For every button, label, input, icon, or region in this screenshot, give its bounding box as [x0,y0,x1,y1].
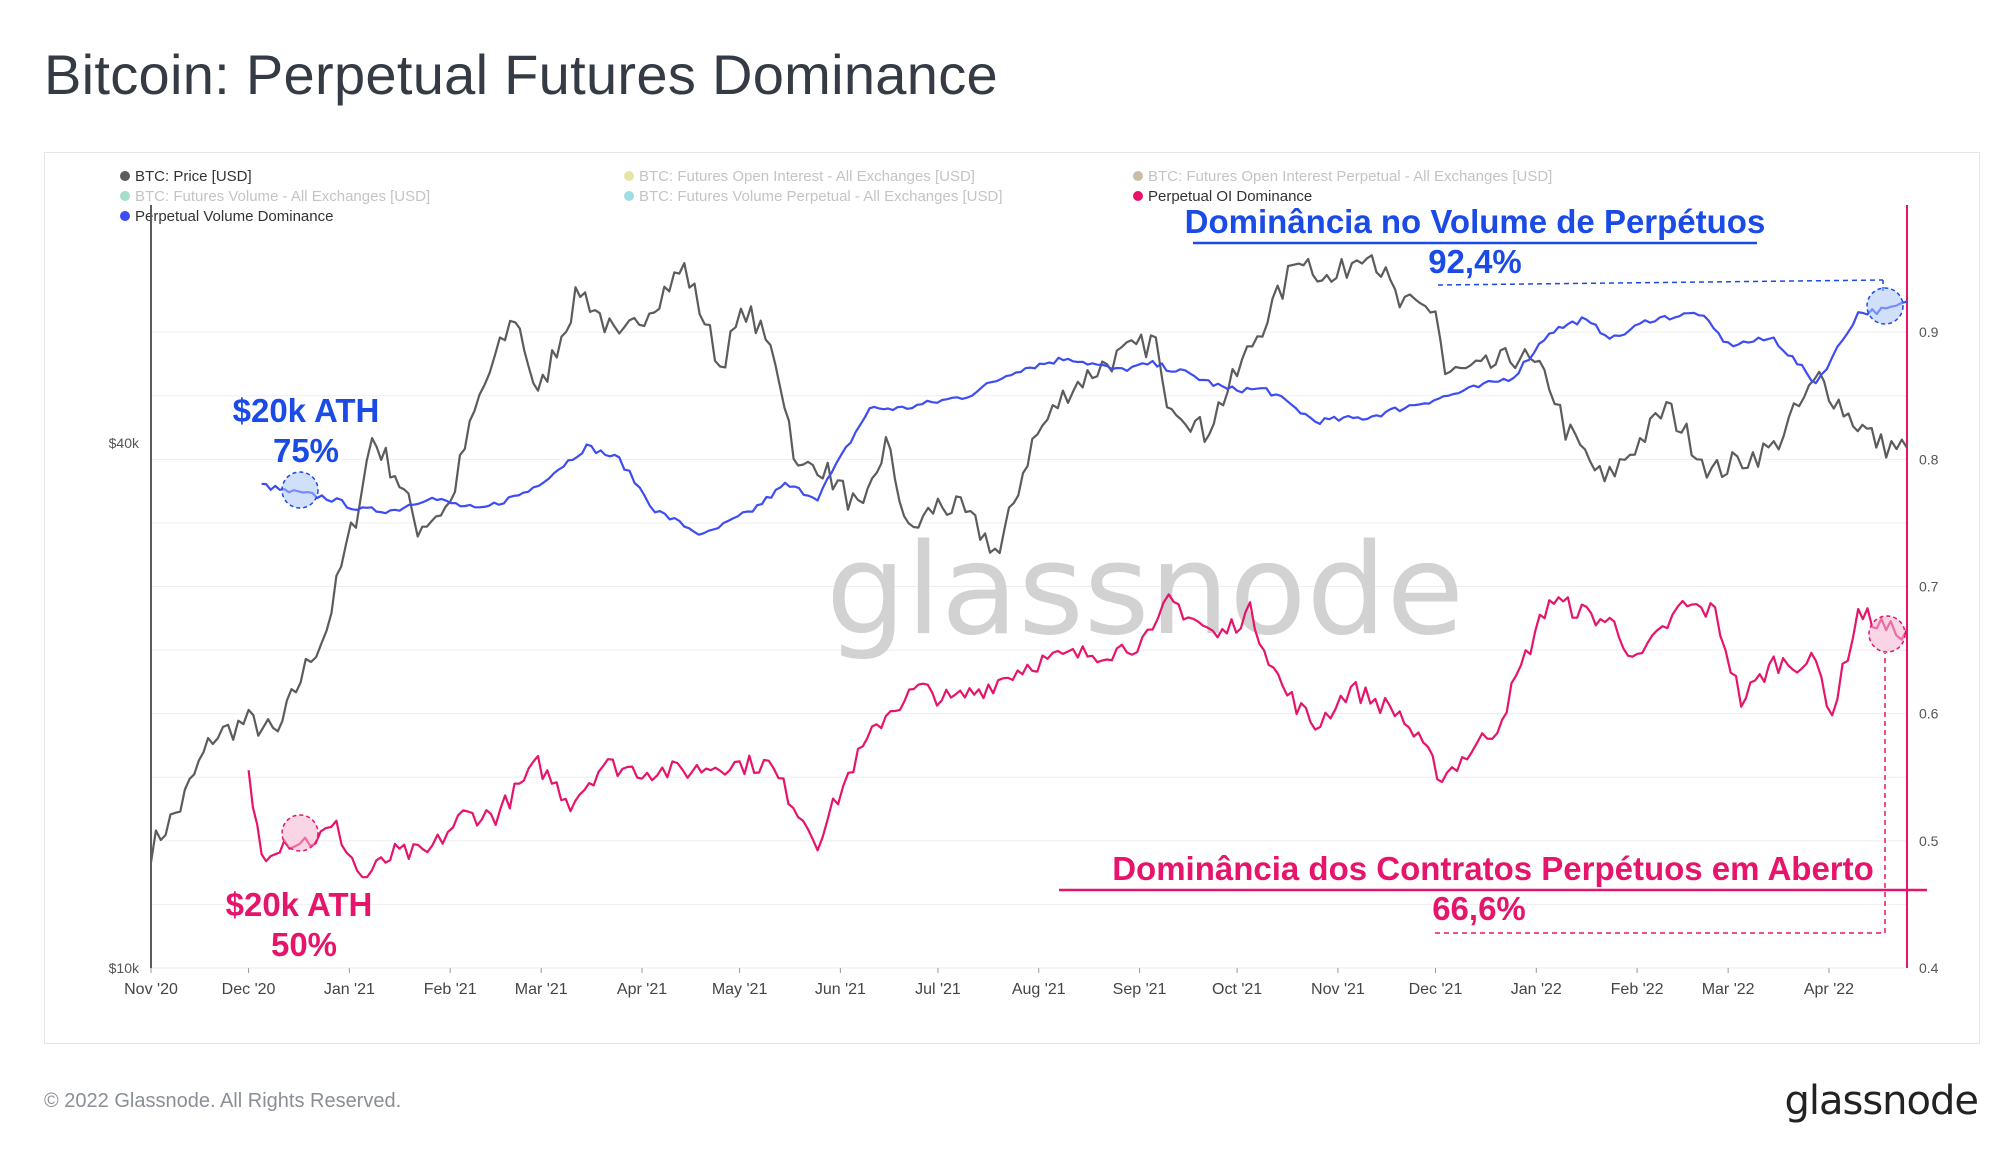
left-tick-label: $10k [109,960,140,976]
right-tick-label: 0.6 [1919,706,1939,722]
oi-dominance-title: Dominância dos Contratos Perpétuos em Ab… [1112,850,1874,887]
legend-marker [120,211,130,221]
right-axis-ticks: 0.4 0.5 0.6 0.7 0.8 0.9 [1919,324,1939,976]
volume-dominance-title: Dominância no Volume de Perpétuos [1185,203,1766,240]
series-line [261,300,1908,536]
x-tick-label: Feb '21 [424,981,477,998]
x-tick-label: Mar '21 [515,981,568,998]
legend: BTC: Price [USD] BTC: Futures Open Intere… [120,168,1552,225]
x-axis-ticks: Nov '20 Dec '20 Jan '21 Feb '21 Mar '21 Apr '… [124,968,1854,998]
x-tick-label: Dec '20 [222,981,276,998]
x-tick-label: Nov '21 [1311,981,1365,998]
x-tick-label: Apr '21 [617,981,667,998]
x-tick-label: Aug '21 [1012,981,1066,998]
line-chart: glassnode BTC: Price [USD] BTC: Futures O… [109,168,1939,998]
left-tick-label: $40k [109,435,140,451]
left-axis-ticks: $10k $40k [109,435,140,976]
legend-marker [624,191,634,201]
right-tick-label: 0.4 [1919,960,1939,976]
copyright-text: © 2022 Glassnode. All Rights Reserved. [44,1090,402,1112]
x-tick-label: Jun '21 [815,981,866,998]
chart-panel: glassnode BTC: Price [USD] BTC: Futures O… [44,152,1980,1044]
x-tick-label: May '21 [712,981,768,998]
x-tick-label: Jan '22 [1511,981,1562,998]
legend-label: BTC: Futures Volume - All Exchanges [USD… [135,188,430,205]
legend-label: BTC: Futures Volume Perpetual - All Exch… [639,188,1003,205]
x-tick-label: Sep '21 [1113,981,1167,998]
ath-volume-marker [281,471,319,509]
volume-dominance-leader [1437,279,1884,286]
volume-dominance-marker [1866,287,1904,325]
ath-oi-title: $20k ATH [226,886,373,923]
legend-marker [1133,191,1143,201]
x-tick-label: Apr '22 [1804,981,1854,998]
volume-dominance-value: 92,4% [1428,243,1522,280]
x-tick-label: Jul '21 [915,981,961,998]
legend-marker [1133,171,1143,181]
legend-label: Perpetual Volume Dominance [135,208,333,225]
legend-label: BTC: Futures Open Interest - All Exchang… [639,168,975,185]
legend-label: BTC: Price [USD] [135,168,252,185]
legend-marker [120,191,130,201]
x-tick-label: Dec '21 [1409,981,1463,998]
series-lines [149,254,1908,879]
oi-dominance-value: 66,6% [1432,890,1526,927]
legend-label: Perpetual OI Dominance [1148,188,1312,205]
x-tick-label: Mar '22 [1702,981,1755,998]
x-tick-label: Nov '20 [124,981,178,998]
x-tick-label: Feb '22 [1611,981,1664,998]
right-tick-label: 0.7 [1919,579,1939,595]
ath-volume-title: $20k ATH [233,392,380,429]
legend-marker [120,171,130,181]
watermark: glassnode [826,516,1464,663]
x-tick-label: Jan '21 [324,981,375,998]
glassnode-logo: glassnode [1784,1078,1979,1124]
series-line [247,593,1908,879]
right-tick-label: 0.5 [1919,833,1939,849]
right-tick-label: 0.8 [1919,451,1939,467]
legend-label: BTC: Futures Open Interest Perpetual - A… [1148,168,1552,185]
ath-volume-value: 75% [273,432,339,469]
oi-dominance-marker [1868,615,1906,653]
page-title: Bitcoin: Perpetual Futures Dominance [44,43,998,106]
right-tick-label: 0.9 [1919,324,1939,340]
series-line [149,254,1908,863]
ath-oi-marker [281,814,319,852]
legend-marker [624,171,634,181]
ath-oi-value: 50% [271,926,337,963]
x-tick-label: Oct '21 [1212,981,1262,998]
